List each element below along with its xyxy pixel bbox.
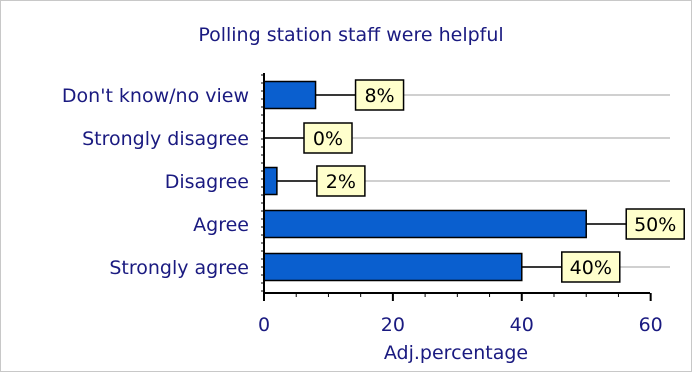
data-label-box [316, 165, 366, 197]
y-tick-label: Disagree [165, 171, 249, 193]
data-label: 8% [364, 85, 394, 107]
x-tick-label: 0 [258, 314, 270, 336]
x-tick-label: 20 [381, 314, 405, 336]
data-label: 2% [326, 171, 356, 193]
y-tick-label: Strongly agree [109, 257, 249, 279]
bar [263, 80, 317, 110]
x-tick-label: 40 [510, 314, 534, 336]
bar [263, 209, 587, 239]
bar [263, 166, 278, 196]
data-label-box [625, 208, 685, 240]
data-labels: 8% 0% 2% 50% 40% [264, 79, 685, 283]
data-label-box [354, 79, 405, 111]
x-axis-title: Adj.percentage [384, 342, 528, 364]
data-label-box [303, 122, 353, 154]
y-tick-label: Strongly disagree [82, 128, 249, 150]
axes: 0 20 40 60 Don't know/no view Strongly disagr… [62, 73, 663, 336]
bars [263, 80, 587, 282]
y-tick-label: Don't know/no view [62, 85, 249, 107]
data-label: 40% [570, 257, 612, 279]
data-label: 50% [634, 214, 676, 236]
data-label-box [561, 251, 621, 283]
bar [263, 252, 523, 282]
data-label: 0% [313, 128, 343, 150]
y-tick-label: Agree [193, 214, 249, 236]
x-tick-label: 60 [639, 314, 663, 336]
chart-title: Polling station staff were helpful [198, 24, 503, 46]
